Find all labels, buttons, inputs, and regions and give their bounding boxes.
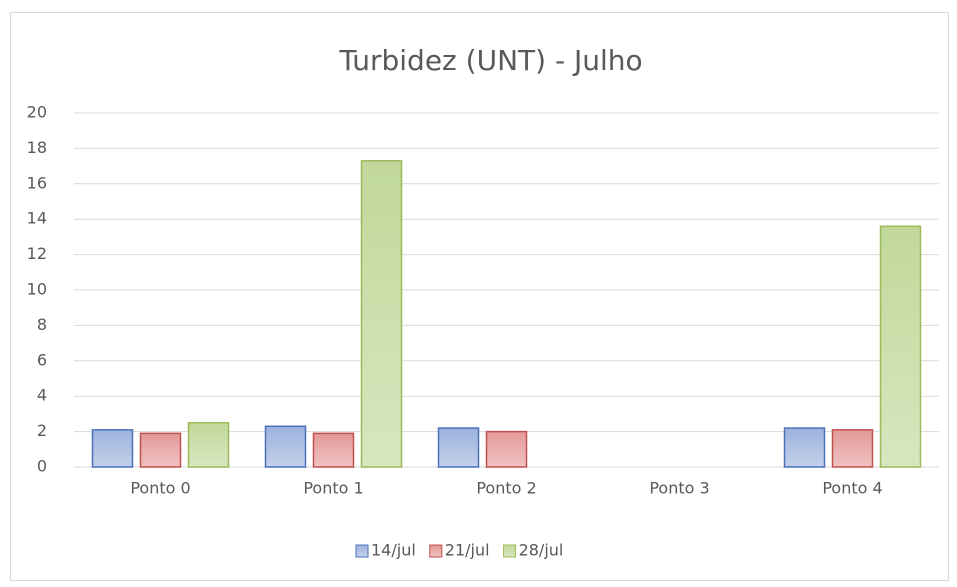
y-tick-label: 8	[37, 315, 47, 334]
bar	[187, 422, 230, 468]
legend-label: 21/jul	[445, 541, 490, 560]
y-tick-label: 10	[27, 280, 47, 299]
y-tick-label: 14	[27, 209, 47, 228]
bar	[312, 432, 355, 468]
bar	[139, 432, 182, 468]
bar	[437, 427, 480, 468]
x-tick-label: Ponto 2	[476, 479, 536, 498]
bar	[360, 160, 403, 468]
legend-label: 14/jul	[371, 541, 416, 560]
bar	[91, 429, 134, 468]
bar	[783, 427, 826, 468]
chart-border	[10, 12, 949, 581]
x-tick-label: Ponto 0	[130, 479, 190, 498]
y-tick-label: 2	[37, 421, 47, 440]
y-tick-label: 12	[27, 244, 47, 263]
legend-label: 28/jul	[519, 541, 564, 560]
bar	[831, 429, 874, 468]
y-tick-label: 20	[27, 103, 47, 122]
legend-swatch	[429, 544, 443, 558]
x-tick-label: Ponto 4	[822, 479, 882, 498]
y-tick-label: 0	[37, 457, 47, 476]
chart-title: Turbidez (UNT) - Julho	[338, 44, 642, 77]
y-tick-label: 16	[27, 173, 47, 192]
x-tick-label: Ponto 3	[649, 479, 709, 498]
legend-swatch	[355, 544, 369, 558]
x-tick-label: Ponto 1	[303, 479, 363, 498]
y-tick-label: 4	[37, 386, 47, 405]
bar	[879, 225, 922, 468]
bar	[264, 425, 307, 468]
y-tick-label: 6	[37, 350, 47, 369]
legend-swatch	[503, 544, 517, 558]
bar	[485, 430, 528, 468]
y-tick-label: 18	[27, 138, 47, 157]
